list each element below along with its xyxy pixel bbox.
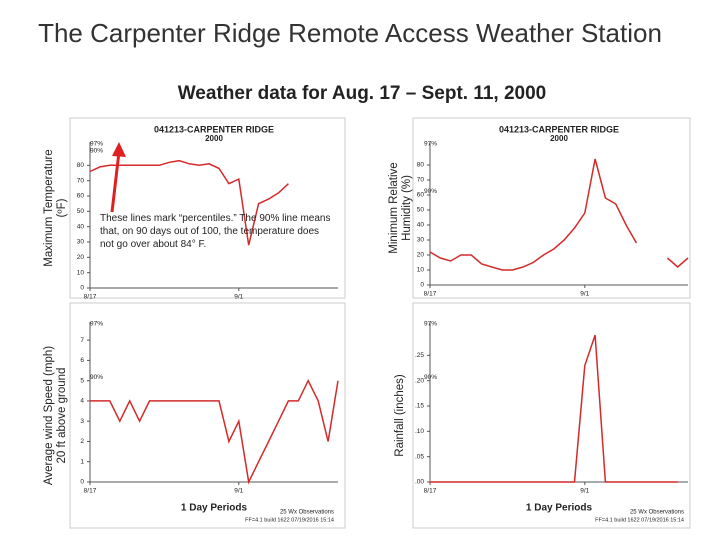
x-tick-label: 8/17 [84,294,97,301]
percentile-label: 97% [424,321,437,328]
annotation: These lines mark “percentiles.” The 90% … [100,213,331,250]
x-axis-label: 1 Day Periods [181,503,248,514]
chart-footer: FF=4.1 build 1622 07/19/2016 15:14 [595,517,684,523]
chart-title: 041213-CARPENTER RIDGE [499,124,619,134]
y-tick-label: 4 [80,398,84,405]
y-tick-label: .25 [415,352,424,359]
y-axis-label: Average wind Speed (mph) [43,346,55,485]
chart-title: 041213-CARPENTER RIDGE [154,124,274,134]
y-tick-label: 60 [77,193,85,200]
chart-frame [69,302,346,529]
y-axis-label: (ºF) [56,198,68,217]
data-line [429,158,689,271]
percentile-label: 90% [424,374,437,381]
y-tick-label: .10 [415,428,424,435]
y-tick-label: 6 [80,357,84,364]
percentile-label: 90% [424,188,437,195]
chart-footer: FF=4.1 build 1622 07/19/2016 15:14 [245,517,334,523]
y-tick-label: .05 [415,453,424,460]
x-tick-label: 9/1 [234,294,243,301]
y-tick-label: 50 [417,207,425,214]
percentile-label: 97% [424,141,437,148]
y-tick-label: 3 [80,418,84,425]
chart-frame [412,302,691,529]
chart-title: 2000 [205,134,223,143]
y-axis-label: Maximum Temperature [43,149,55,266]
y-tick-label: 80 [417,162,425,169]
chart-frame [69,117,346,299]
y-tick-label: 10 [77,269,85,276]
x-tick-label: 9/1 [580,291,589,298]
data-line [90,379,339,485]
y-tick-label: 80 [77,162,85,169]
percentile-label: 90% [90,374,103,381]
x-tick-label: 8/17 [424,488,437,495]
arrow-shaft [110,151,121,213]
y-tick-label: 50 [77,208,85,215]
y-tick-label: 5 [80,377,84,384]
slide-subtitle: Weather data for Aug. 17 – Sept. 11, 200… [178,83,547,104]
y-axis-label: Humidity (%) [401,175,413,241]
y-tick-label: 30 [77,239,85,246]
y-tick-label: .00 [415,479,424,486]
y-tick-label: 70 [77,177,85,184]
chart-frame [412,117,691,299]
y-tick-label: .15 [415,403,424,410]
y-tick-label: 2 [80,438,84,445]
x-axis-label: 1 Day Periods [526,503,593,514]
chart-title: 2000 [550,134,568,143]
x-tick-label: 8/17 [424,291,437,298]
data-line [430,334,678,483]
x-tick-label: 9/1 [234,488,243,495]
y-tick-label: .20 [415,377,424,384]
x-tick-label: 9/1 [580,488,589,495]
data-line [89,159,289,246]
percentile-label: 97% [90,321,103,328]
y-tick-label: 40 [77,223,85,230]
y-tick-label: 0 [420,282,424,289]
observations-note: 25 Wx Observations [630,510,684,516]
y-tick-label: 20 [77,254,85,261]
y-axis-label: Minimum Relative [388,162,400,253]
x-tick-label: 8/17 [84,488,97,495]
y-tick-label: 70 [417,177,425,184]
slide-title: The Carpenter Ridge Remote Access Weathe… [38,18,662,48]
y-tick-label: 0 [80,479,84,486]
y-tick-label: 60 [417,192,425,199]
y-tick-label: 20 [417,252,425,259]
y-tick-label: 0 [80,285,84,292]
observations-note: 25 Wx Observations [280,510,334,516]
y-tick-label: 10 [417,267,425,274]
y-tick-label: 30 [417,237,425,244]
y-tick-label: 7 [80,337,84,344]
y-axis-label: Rainfall (inches) [394,374,406,457]
y-axis-label: 20 ft above ground [56,368,68,464]
y-tick-label: 40 [417,222,425,229]
percentile-label: 90% [90,148,103,155]
percentile-label: 97% [90,141,103,148]
arrow-head [112,142,126,157]
y-tick-label: 1 [80,458,84,465]
